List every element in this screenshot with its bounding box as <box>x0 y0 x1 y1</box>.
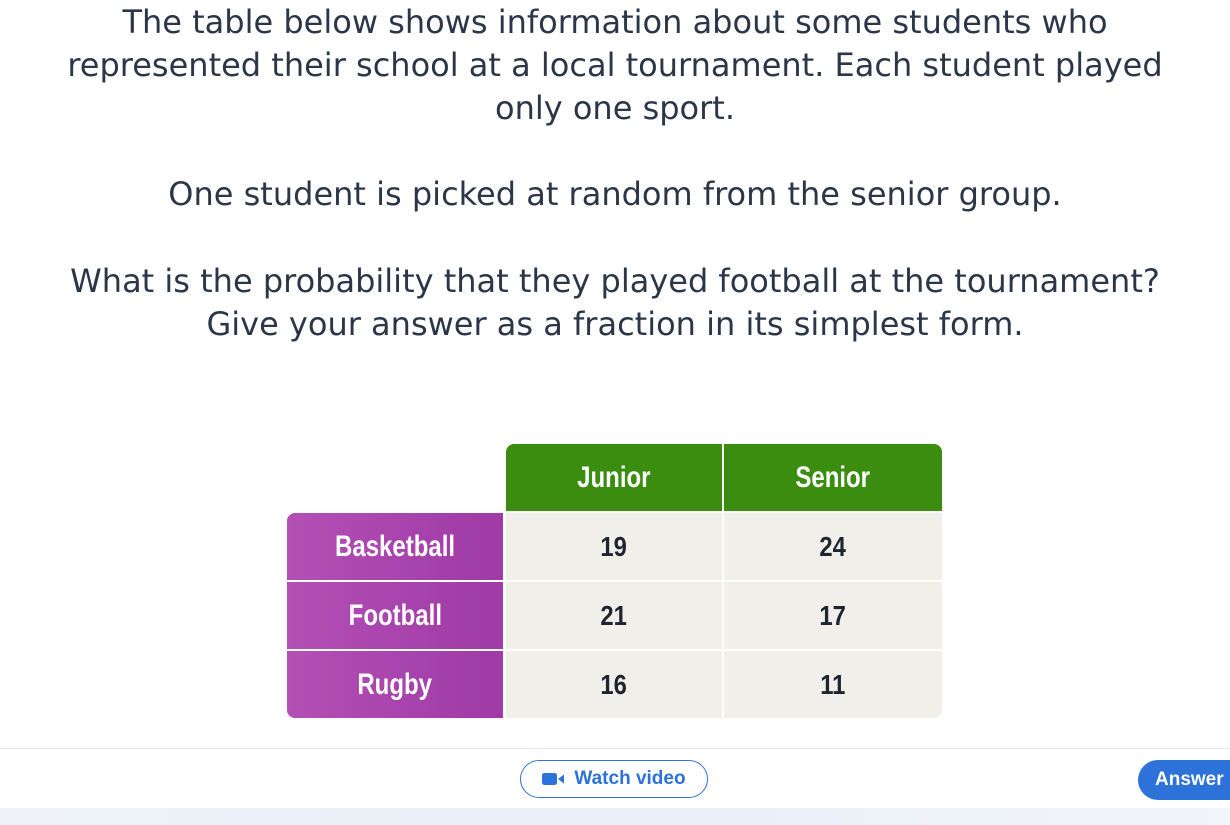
cell-value: 21 <box>600 599 628 631</box>
question-ask: What is the probability that they played… <box>0 260 1230 346</box>
question-ask-line: What is the probability that they played… <box>70 262 1160 300</box>
video-camera-icon <box>542 772 566 786</box>
watch-video-label: Watch video <box>574 768 686 789</box>
question-ask-line: Give your answer as a fraction in its si… <box>206 305 1024 343</box>
table-cell: 11 <box>724 651 942 718</box>
column-header-junior: Junior <box>506 444 722 511</box>
column-header-label: Senior <box>795 460 871 494</box>
footer-divider <box>0 748 1230 749</box>
two-way-table: Junior Senior Basketball 19 24 Football … <box>287 444 942 718</box>
table-cell: 17 <box>724 582 942 649</box>
row-label-text: Rugby <box>357 667 433 701</box>
cell-value: 11 <box>820 668 846 700</box>
question-intro-line: only one sport. <box>494 89 735 127</box>
question-intro: The table below shows information about … <box>0 1 1230 130</box>
column-header-label: Junior <box>577 460 651 494</box>
table-cell: 16 <box>506 651 722 718</box>
cell-value: 17 <box>819 599 847 631</box>
row-label-rugby: Rugby <box>287 651 503 718</box>
cell-value: 16 <box>600 668 628 700</box>
row-label-text: Basketball <box>334 529 456 563</box>
row-label-basketball: Basketball <box>287 513 503 580</box>
question-pick: One student is picked at random from the… <box>168 175 1062 213</box>
answer-button[interactable]: Answer <box>1138 760 1230 800</box>
row-label-football: Football <box>287 582 503 649</box>
bottom-bar <box>0 808 1230 825</box>
table-cell: 21 <box>506 582 722 649</box>
watch-video-button[interactable]: Watch video <box>520 760 708 798</box>
row-label-text: Football <box>348 598 442 632</box>
cell-value: 24 <box>819 530 847 562</box>
table-cell: 24 <box>724 513 942 580</box>
answer-label: Answer <box>1155 769 1224 790</box>
column-header-senior: Senior <box>724 444 942 511</box>
question-intro-line: The table below shows information about … <box>122 3 1108 41</box>
question-intro-line: represented their school at a local tour… <box>67 46 1163 84</box>
table-cell: 19 <box>506 513 722 580</box>
cell-value: 19 <box>600 530 628 562</box>
